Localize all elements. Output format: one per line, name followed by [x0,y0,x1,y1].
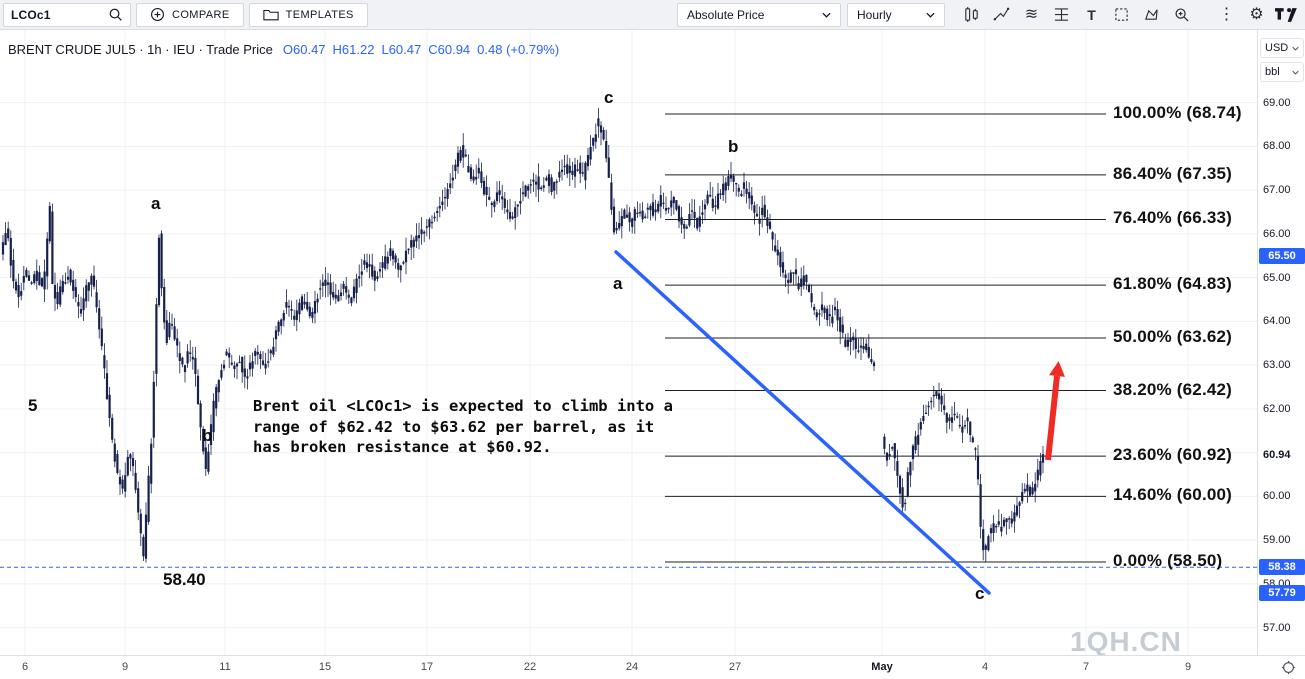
chevron-down-icon [822,12,831,18]
time-axis-label[interactable]: 7 [1082,661,1090,673]
currency-value: USD [1265,42,1289,54]
compare-candles-icon[interactable] [959,3,984,27]
time-axis-label[interactable]: 22 [523,661,537,673]
chevron-down-icon [1292,46,1299,51]
arrow-head [1049,361,1065,377]
candlesticks [1,108,1045,563]
time-axis-label[interactable]: 15 [318,661,332,673]
price-axis-label: 65.00 [1263,271,1291,284]
search-icon[interactable] [108,7,123,22]
more-options-icon[interactable]: ⋮ [1218,5,1235,23]
time-axis-label[interactable]: 9 [121,661,129,673]
symbol-input[interactable]: LCOc1 [11,7,51,22]
price-mode-select[interactable]: Absolute Price [677,2,841,27]
price-chart-svg[interactable] [0,30,1257,655]
time-axis-label[interactable]: 17 [420,661,434,673]
time-axis-label[interactable]: May [871,661,893,673]
interval-select[interactable]: Hourly [847,2,945,27]
time-axis-label[interactable]: 9 [1184,661,1192,673]
fib-tool-icon[interactable] [1049,3,1074,27]
compare-label: COMPARE [172,8,230,21]
compare-button[interactable]: COMPARE [136,2,244,27]
settings-gear-icon[interactable]: ⚙ [1249,5,1264,23]
fib-retracement-lines[interactable] [665,113,1106,563]
time-axis-label[interactable]: 11 [219,661,231,673]
compare-plus-icon [151,8,164,21]
grid [0,30,1257,655]
shapes-tool-icon[interactable] [1109,3,1134,27]
price-level-badge[interactable]: 58.38 [1259,559,1305,576]
price-axis-label: 63.00 [1263,359,1291,372]
folder-icon [262,9,279,21]
trendline-tool-icon[interactable] [989,3,1014,27]
time-axis-label[interactable]: 6 [21,661,29,673]
zoom-in-icon[interactable] [1169,3,1194,27]
price-axis-label: 64.00 [1263,315,1291,328]
chart-area[interactable]: 100.00% (68.74) 86.40% (67.35) 76.40% (66.… [0,30,1257,655]
tool-icons-group: ≋ T ⋮ ⚙ [959,3,1299,27]
top-toolbar: LCOc1 COMPARE TEMPLATES Absolute Price H… [0,0,1305,30]
templates-button[interactable]: TEMPLATES [248,2,368,27]
time-axis-label[interactable]: 27 [728,661,742,673]
price-axis-label: 62.00 [1263,402,1291,415]
unit-value: bbl [1265,66,1280,78]
price-axis-label: 60.94 [1263,449,1291,462]
toolbar-right-group: Absolute Price Hourly ≋ T [677,2,1302,27]
main-area: 100.00% (68.74) 86.40% (67.35) 76.40% (66.… [0,30,1305,655]
elliott-wave-icon[interactable]: ≋ [1024,5,1039,23]
price-level-badge[interactable]: 57.79 [1259,585,1305,602]
chevron-down-icon [926,12,935,18]
text-tool-icon[interactable]: T [1087,6,1096,23]
price-axis[interactable]: USD bbl 69.00 68.00 67.00 66.00 65.00 64.00 63… [1257,30,1305,655]
price-axis-label: 60.00 [1263,490,1291,503]
tradingview-logo[interactable] [1274,3,1299,27]
price-axis-label: 68.00 [1263,140,1291,153]
unit-select[interactable]: bbl [1260,62,1304,82]
interval-value: Hourly [857,7,892,22]
currency-select[interactable]: USD [1260,38,1304,58]
price-axis-label: 66.00 [1263,227,1291,240]
chevron-down-icon [1292,70,1299,75]
arrow-shaft[interactable] [1045,375,1060,461]
templates-label: TEMPLATES [285,8,354,21]
price-axis-label: 69.00 [1263,96,1291,109]
symbol-search[interactable]: LCOc1 [3,2,131,27]
price-level-badge[interactable]: 65.50 [1259,247,1305,264]
polyline-tool-icon[interactable] [1139,3,1164,27]
price-axis-label: 57.00 [1263,621,1291,634]
price-axis-label: 59.00 [1263,534,1291,547]
price-mode-value: Absolute Price [687,7,765,22]
time-axis-label[interactable]: 4 [981,661,989,673]
time-axis-label[interactable]: 24 [625,661,639,673]
price-axis-label: 67.00 [1263,184,1291,197]
time-axis[interactable]: 6 9 11 15 17 22 24 27 May 4 7 9 [0,655,1305,679]
trendline[interactable] [614,250,991,595]
time-axis-settings-icon[interactable] [1281,660,1296,679]
